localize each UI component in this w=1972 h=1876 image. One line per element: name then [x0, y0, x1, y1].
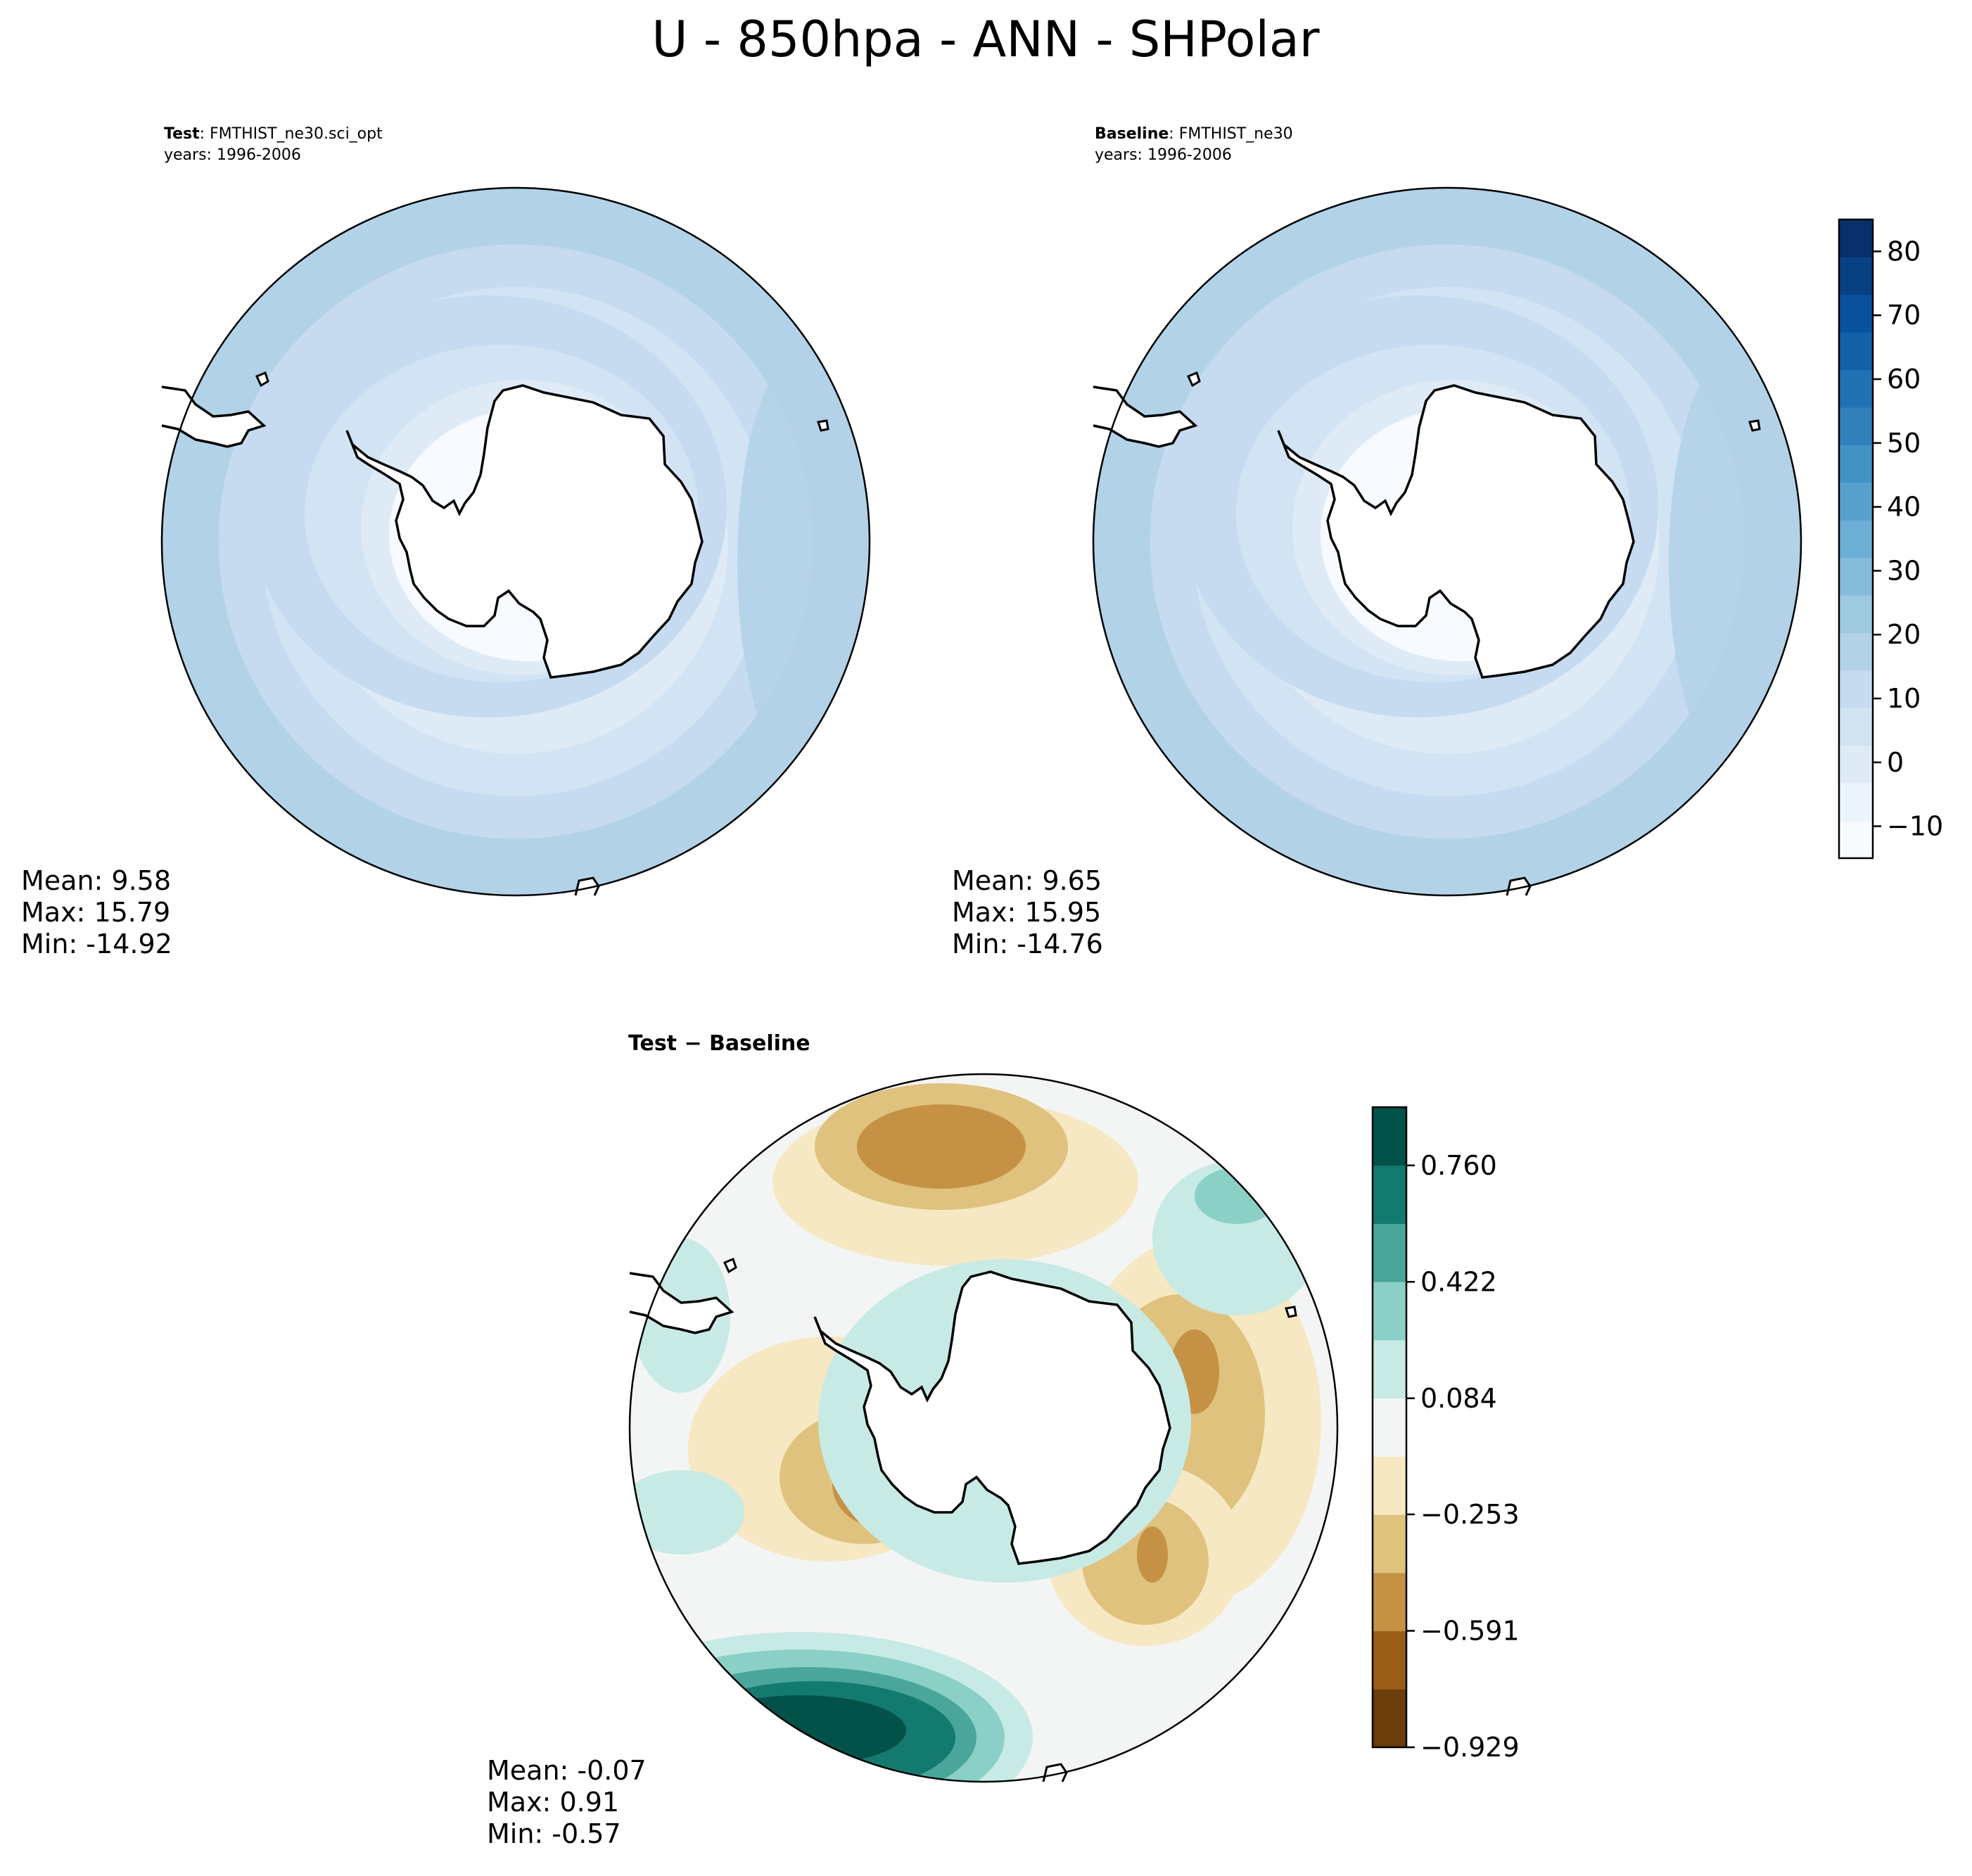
baseline-panel-min: Min: -14.76 — [952, 929, 1103, 959]
colorbar-swatch — [1839, 445, 1873, 483]
colorbar-swatch — [1373, 1398, 1406, 1457]
test-panel-label-rest: : FMTHIST_ne30.sci_opt — [200, 125, 383, 143]
colorbar-blue: 80 70 60 50 40 30 20 10 0 −10 — [1838, 218, 1943, 860]
colorbar-swatch — [1839, 783, 1873, 822]
colorbar-swatch — [1839, 670, 1873, 708]
colorbar-swatch — [1373, 1631, 1406, 1690]
colorbar-swatch — [1839, 520, 1873, 559]
colorbar-tick-label: 0.760 — [1420, 1150, 1497, 1181]
colorbar-swatch — [1839, 595, 1873, 634]
colorbar-swatch — [1839, 294, 1873, 333]
colorbar-tick-label: −0.929 — [1420, 1732, 1520, 1763]
colorbar-tick-label: 40 — [1887, 492, 1921, 523]
colorbar-swatch — [1839, 369, 1873, 408]
baseline-panel-label-rest: : FMTHIST_ne30 — [1169, 125, 1292, 143]
colorbar-tick-label: 0 — [1887, 747, 1904, 778]
test-panel-mean: Mean: 9.58 — [21, 865, 171, 896]
colorbar-swatch — [1839, 219, 1873, 257]
colorbar-tick-label: 80 — [1887, 236, 1921, 267]
baseline-panel — [1092, 186, 1802, 897]
colorbar-swatch — [1373, 1456, 1406, 1515]
colorbar-tick-label: 70 — [1887, 300, 1921, 331]
colorbar-tick-label: 20 — [1887, 619, 1921, 650]
colorbar-swatch — [1839, 407, 1873, 445]
contour-band — [1137, 1526, 1168, 1583]
diff-panel-mean: Mean: -0.07 — [487, 1755, 647, 1786]
colorbar-swatch — [1839, 708, 1873, 746]
map-boundary — [628, 1073, 1339, 1783]
colorbar-swatch — [1839, 557, 1873, 596]
colorbar-swatch — [1373, 1282, 1406, 1341]
contour-band — [630, 1470, 744, 1555]
colorbar-swatch — [1839, 257, 1873, 295]
diff-panel-max: Max: 0.91 — [487, 1787, 619, 1818]
contour-band — [857, 1104, 1026, 1189]
baseline-panel-label-bold: Baseline — [1095, 125, 1169, 143]
colorbar-swatch — [1839, 745, 1873, 784]
colorbar-swatch — [1373, 1572, 1406, 1632]
colorbar-diff: 0.760 0.422 0.084 −0.253 −0.591 −0.929 — [1371, 1106, 1520, 1763]
colorbar-tick-label: 50 — [1887, 428, 1921, 459]
figure-title: U - 850hpa - ANN - SHPolar — [651, 11, 1319, 68]
colorbar-swatch — [1839, 632, 1873, 671]
baseline-panel-max: Max: 15.95 — [952, 897, 1101, 928]
colorbar-tick-label: −0.253 — [1420, 1499, 1520, 1530]
colorbar-swatch — [1839, 332, 1873, 371]
colorbar-swatch — [1373, 1339, 1406, 1399]
colorbar-tick-label: 0.084 — [1420, 1383, 1497, 1414]
baseline-panel-label: Baseline: FMTHIST_ne30 — [1095, 125, 1293, 143]
test-panel-label: Test: FMTHIST_ne30.sci_opt — [164, 125, 383, 143]
colorbar-swatch — [1839, 482, 1873, 521]
test-panel-years: years: 1996-2006 — [164, 146, 301, 164]
baseline-panel-mean: Mean: 9.65 — [952, 865, 1102, 896]
test-panel-max: Max: 15.79 — [21, 897, 170, 928]
diff-panel-label: Test − Baseline — [628, 1031, 810, 1056]
contour-band — [1669, 352, 1801, 774]
diff-panel — [628, 1073, 1339, 1783]
test-panel-label-bold: Test — [164, 125, 200, 143]
colorbar-tick-label: −10 — [1887, 811, 1943, 842]
colorbar-tick-label: 60 — [1887, 364, 1921, 395]
test-panel — [160, 186, 871, 897]
colorbar-tick-label: 0.422 — [1420, 1266, 1497, 1297]
colorbar-swatch — [1373, 1165, 1406, 1224]
colorbar-frame — [1371, 1106, 1408, 1749]
contour-band — [737, 352, 870, 774]
colorbar-tick-label: 30 — [1887, 555, 1921, 586]
island-coastline — [1285, 1306, 1297, 1318]
island-coastline — [1748, 419, 1761, 432]
baseline-panel-years: years: 1996-2006 — [1095, 146, 1232, 164]
colorbar-swatch — [1373, 1689, 1406, 1748]
diff-panel-min: Min: -0.57 — [487, 1818, 621, 1849]
map-boundary — [1092, 186, 1802, 897]
colorbar-tick-label: 10 — [1887, 683, 1921, 714]
island-coastline — [817, 419, 829, 432]
colorbar-frame — [1838, 218, 1874, 860]
colorbar-swatch — [1373, 1514, 1406, 1574]
colorbar-swatch — [1373, 1107, 1406, 1166]
colorbar-tick-label: −0.591 — [1420, 1615, 1520, 1646]
test-panel-min: Min: -14.92 — [21, 929, 172, 959]
colorbar-swatch — [1839, 820, 1873, 859]
map-boundary — [160, 186, 871, 897]
colorbar-swatch — [1373, 1223, 1406, 1282]
